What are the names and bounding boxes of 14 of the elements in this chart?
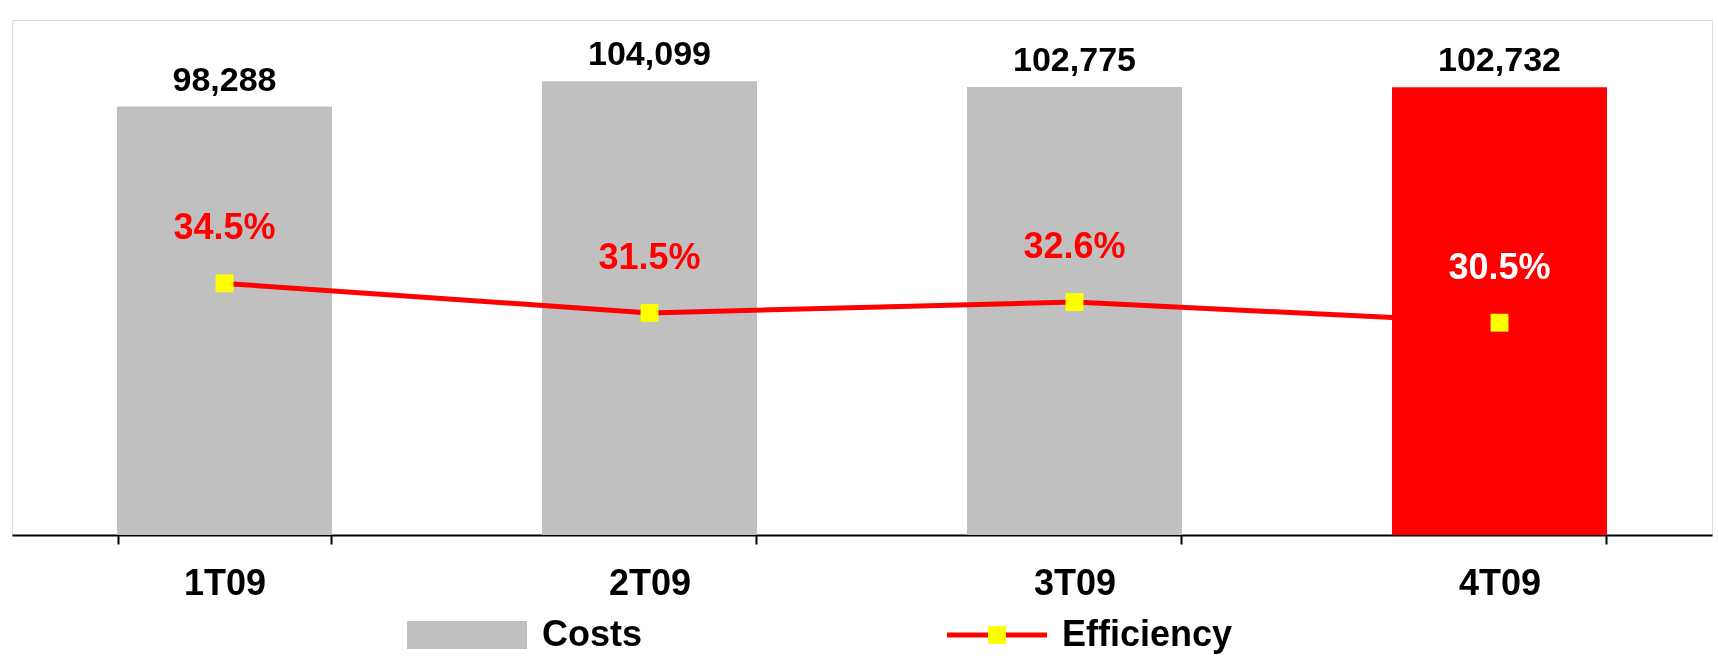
x-tick-label: 4T09 — [1458, 561, 1542, 603]
data-label: 31.5% — [598, 235, 701, 277]
data-label: 30.5% — [1448, 245, 1551, 287]
x-tick-label: 3T09 — [1033, 561, 1117, 603]
data-label: 102,775 — [1013, 40, 1136, 79]
legend-label: Costs — [542, 613, 643, 654]
data-label: 104,099 — [588, 34, 711, 73]
x-tick-label: 2T09 — [608, 561, 692, 603]
legend-label: Efficiency — [1062, 613, 1233, 654]
data-label: 34.5% — [173, 206, 276, 248]
data-label: 102,732 — [1438, 40, 1561, 79]
x-tick-label: 1T09 — [183, 561, 267, 603]
data-label: 98,288 — [172, 59, 277, 98]
data-label: 32.6% — [1023, 225, 1126, 267]
